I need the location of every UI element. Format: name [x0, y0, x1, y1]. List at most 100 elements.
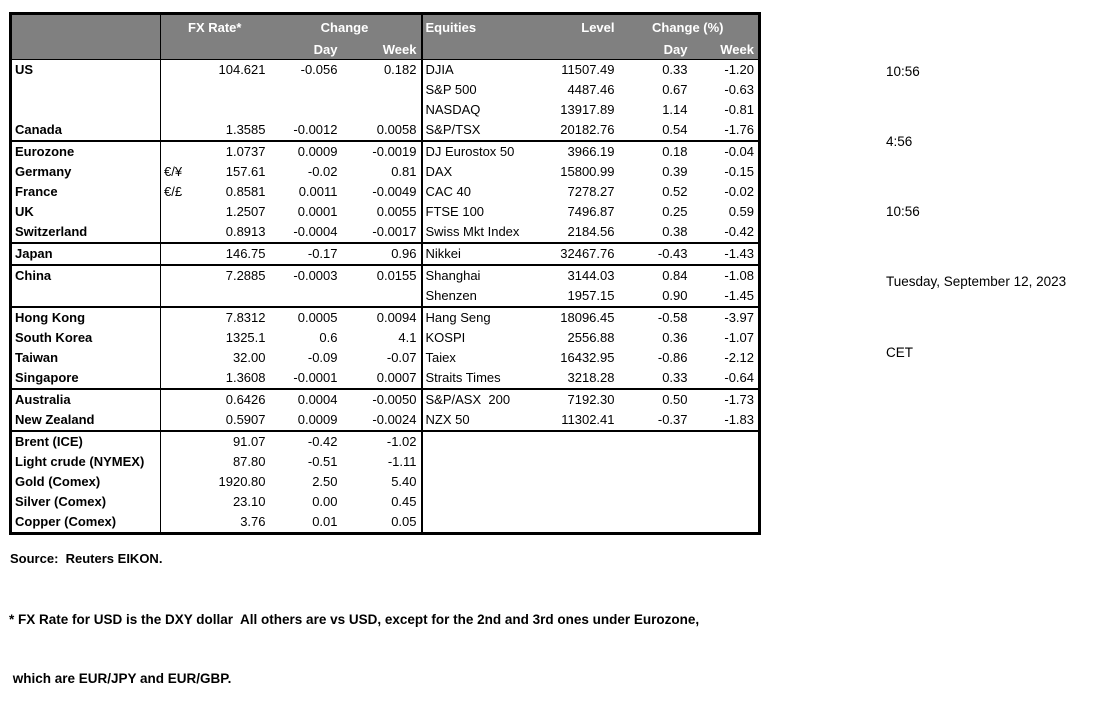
fx-country-cell: Gold (Comex) [15, 474, 101, 489]
fx-day-header: Day [269, 40, 342, 60]
equity-week-cell [691, 430, 760, 452]
fx-pair-cell: €/¥ [160, 162, 192, 182]
fx-week-cell: 5.40 [391, 474, 417, 489]
table-row: Switzerland 0.8913 -0.0004 -0.0017 Swiss Mkt… [11, 222, 760, 243]
fx-week-cell: -0.0024 [372, 412, 417, 427]
level-header: Level [541, 13, 619, 40]
fx-day-cell: -0.42 [269, 430, 342, 452]
fx-country-cell: Silver (Comex) [15, 494, 107, 509]
fx-day-cell: -0.09 [307, 350, 338, 365]
equity-day-cell [619, 452, 692, 472]
fx-country-cell: Eurozone [10, 140, 161, 162]
equity-name-cell: Straits Times [420, 368, 542, 389]
equity-level-cell: 18096.45 [541, 306, 619, 328]
equity-level-cell: 2556.88 [567, 330, 615, 345]
empty-header-cell [541, 40, 619, 60]
fx-pair-cell [160, 202, 192, 222]
fx-pair-cell [160, 100, 192, 120]
fx-country-cell: Light crude (NYMEX) [15, 454, 145, 469]
equity-day-cell: 0.84 [618, 264, 692, 286]
fx-week-cell: 0.0055 [376, 204, 417, 219]
eq-day-header: Day [618, 40, 692, 60]
equity-name-cell: S&P/TSX [420, 120, 542, 141]
equity-name-cell: FTSE 100 [420, 202, 542, 222]
table-row: Copper (Comex) 3.76 0.01 0.05 [11, 512, 760, 534]
table-row: Hong Kong 7.8312 0.0005 0.0094 Hang Seng 1809… [10, 306, 760, 328]
fx-week-cell: 0.05 [391, 514, 417, 529]
equity-level-cell: 32467.76 [541, 242, 619, 265]
fx-pair-cell [160, 388, 192, 410]
fx-week-cell: 0.45 [391, 494, 417, 509]
equity-level-cell: 7496.87 [567, 204, 615, 219]
fx-rate-cell: 146.75 [191, 242, 270, 265]
equity-week-cell: -0.63 [724, 82, 754, 97]
fx-country-cell: Japan [10, 242, 161, 265]
fx-pair-cell [160, 80, 192, 100]
fx-rate-cell: 1.2507 [225, 204, 266, 219]
fx-rate-cell: 104.621 [218, 62, 266, 77]
fx-rate-cell: 0.6426 [191, 388, 270, 410]
equity-week-cell: -1.76 [724, 122, 754, 137]
equity-name-cell: Hang Seng [420, 306, 542, 328]
table-row: China 7.2885 -0.0003 0.0155 Shanghai 3144.03 0… [10, 264, 760, 286]
fx-rate-cell: 7.8312 [191, 306, 270, 328]
equity-level-cell: 4487.46 [567, 82, 615, 97]
fx-pair-cell [160, 452, 192, 472]
fx-rate-cell: 91.07 [191, 430, 270, 452]
table-row: Shenzen 1957.15 0.90 -1.45 [11, 286, 760, 307]
fx-country-cell: Switzerland [15, 224, 88, 239]
table-row: S&P 500 4487.46 0.67 -0.63 [11, 80, 760, 100]
table-row: Taiwan 32.00 -0.09 -0.07 Taiex 16432.95 -0.86 -… [11, 348, 760, 368]
table-row: Gold (Comex) 1920.80 2.50 5.40 [11, 472, 760, 492]
fx-pair-cell [160, 492, 192, 512]
table-row: US 104.621 -0.056 0.182 DJIA 11507.49 0.33 -1.2… [11, 59, 760, 80]
equity-level-cell: 15800.99 [560, 164, 615, 179]
equity-level-cell: 13917.89 [560, 102, 615, 117]
equity-week-cell: -0.15 [724, 164, 754, 179]
fx-country-cell [11, 100, 161, 120]
time-line-2: 4:56 [886, 134, 913, 150]
equity-day-cell: 0.50 [618, 388, 692, 410]
equity-day-cell: 1.14 [662, 102, 688, 117]
fx-country-cell: France [15, 184, 58, 199]
fx-pair-cell [160, 348, 192, 368]
fx-week-cell [342, 100, 422, 120]
fx-week-cell: 0.81 [391, 164, 417, 179]
table-row: Japan 146.75 -0.17 0.96 Nikkei 32467.76 -0.43-… [10, 242, 760, 265]
equity-week-cell: -1.73 [691, 388, 760, 410]
equity-week-cell: -1.45 [724, 288, 754, 303]
eq-change-header: Change (%) [618, 13, 760, 40]
equity-level-cell: 11302.41 [561, 412, 615, 427]
equity-day-cell [619, 512, 692, 534]
eq-week-header: Week [691, 40, 760, 60]
equity-day-cell: 0.25 [662, 204, 688, 219]
fx-day-cell: 0.0011 [298, 184, 338, 199]
equity-week-cell: -0.04 [691, 140, 760, 162]
table-row: South Korea 1325.1 0.6 4.1 KOSPI 2556.88 0.36 -… [11, 328, 760, 348]
equity-week-cell: -1.83 [724, 412, 754, 427]
equity-day-cell: 0.90 [662, 288, 688, 303]
equity-name-cell: DJIA [420, 59, 542, 80]
fx-day-cell: 0.0009 [269, 140, 342, 162]
fx-country-cell: Brent (ICE) [10, 430, 161, 452]
report-canvas: FX Rate* Change Equities Level Change (%… [9, 12, 1067, 686]
empty-header-cell [10, 40, 161, 60]
equity-level-cell: 16432.95 [560, 350, 615, 365]
table-row: NASDAQ 13917.89 1.14 -0.81 [11, 100, 760, 120]
date-line: Tuesday, September 12, 2023 [886, 274, 1067, 290]
equity-name-cell: NASDAQ [420, 100, 542, 120]
fx-week-cell: 4.1 [398, 330, 417, 345]
equity-level-cell: 3218.28 [567, 370, 615, 385]
fx-rate-cell [192, 80, 270, 100]
equity-day-cell: -0.86 [657, 350, 688, 365]
fx-day-cell [270, 100, 342, 120]
equity-day-cell: 0.18 [618, 140, 692, 162]
fx-day-cell: 0.0009 [297, 412, 338, 427]
fx-day-cell: 2.50 [312, 474, 338, 489]
fx-day-cell: -0.0003 [269, 264, 342, 286]
equity-level-cell: 11507.49 [561, 62, 615, 77]
fx-week-cell [342, 80, 422, 100]
fx-week-cell: -0.0019 [341, 140, 422, 162]
equity-day-cell: 0.38 [662, 224, 688, 239]
fx-week-cell: -0.07 [386, 350, 417, 365]
